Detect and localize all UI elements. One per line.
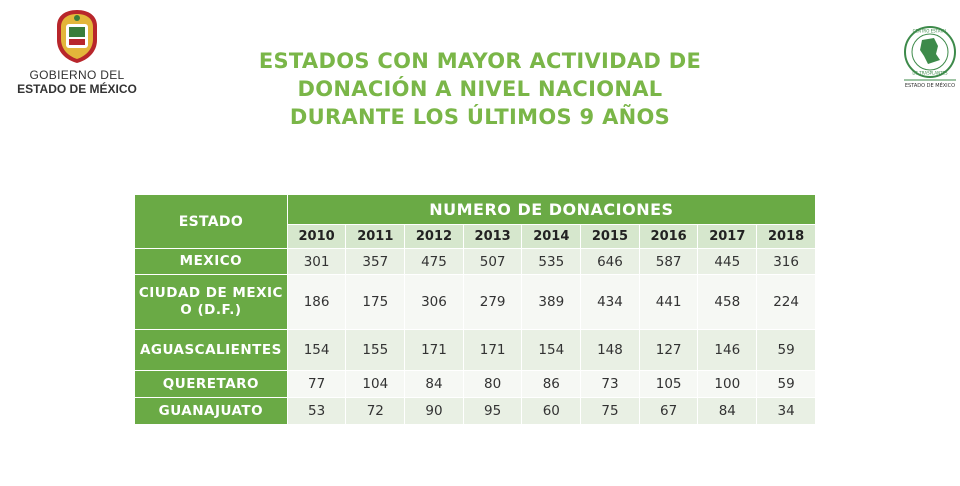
logo-text-bottom: ESTADO DE MÉXICO [905, 81, 955, 89]
donation-count-cell: 389 [522, 275, 581, 329]
donation-count-cell: 73 [581, 371, 639, 397]
logo-text-top: CENTRO ESTATAL [913, 29, 948, 34]
donation-count-cell: 186 [287, 275, 346, 329]
year-header: 2015 [581, 225, 639, 248]
donation-count-cell: 279 [463, 275, 522, 329]
donation-count-cell: 146 [698, 330, 757, 370]
donation-count-cell: 475 [405, 249, 463, 274]
state-name-cell: AGUASCALIENTES [135, 330, 287, 370]
year-header: 2018 [757, 225, 815, 248]
transplant-center-logo: CENTRO ESTATAL DE TRASPLANTES ESTADO DE … [900, 24, 960, 94]
year-header: 2011 [346, 225, 405, 248]
donations-table: ESTADO NUMERO DE DONACIONES 2010 2011 2012… [134, 194, 816, 425]
year-header: 2017 [698, 225, 757, 248]
donation-count-cell: 77 [287, 371, 346, 397]
donation-count-cell: 53 [287, 398, 346, 424]
org-name-line1: GOBIERNO DEL [29, 68, 125, 82]
donation-count-cell: 441 [639, 275, 698, 329]
donation-count-cell: 59 [757, 371, 815, 397]
donation-count-cell: 84 [405, 371, 463, 397]
donation-count-cell: 357 [346, 249, 405, 274]
donation-count-cell: 171 [463, 330, 522, 370]
table-row: CIUDAD DE MEXICO (D.F.) 186 175 306 279 389 43… [135, 275, 815, 329]
table-row: AGUASCALIENTES 154 155 171 171 154 148 127 146 59 [135, 330, 815, 370]
donation-count-cell: 75 [581, 398, 639, 424]
donation-count-cell: 458 [698, 275, 757, 329]
donation-count-cell: 154 [522, 330, 581, 370]
donation-count-cell: 154 [287, 330, 346, 370]
donation-count-cell: 86 [522, 371, 581, 397]
donation-count-cell: 95 [463, 398, 522, 424]
year-header: 2016 [639, 225, 698, 248]
title-line-2: DONACIÓN A NIVEL NACIONAL [297, 77, 663, 101]
donation-count-cell: 434 [581, 275, 639, 329]
title-line-3: DURANTE LOS ÚLTIMOS 9 AÑOS [289, 105, 671, 129]
org-name-line2: ESTADO DE MÉXICO [17, 82, 137, 96]
donation-count-cell: 100 [698, 371, 757, 397]
donation-count-cell: 306 [405, 275, 463, 329]
state-column-header: ESTADO [135, 195, 287, 248]
donation-count-cell: 155 [346, 330, 405, 370]
table-row: MEXICO 301 357 475 507 535 646 587 445 316 [135, 249, 815, 274]
state-name-cell: CIUDAD DE MEXICO (D.F.) [135, 275, 287, 329]
state-name-cell: MEXICO [135, 249, 287, 274]
table-body: MEXICO 301 357 475 507 535 646 587 445 316 CIUDAD … [135, 249, 815, 424]
donation-count-cell: 80 [463, 371, 522, 397]
donation-count-cell: 175 [346, 275, 405, 329]
state-name-cell: GUANAJUATO [135, 398, 287, 424]
donation-count-cell: 507 [463, 249, 522, 274]
table-row: QUERETARO 77 104 84 80 86 73 105 100 59 [135, 371, 815, 397]
donation-count-cell: 587 [639, 249, 698, 274]
logo-text-mid: DE TRASPLANTES [912, 71, 948, 76]
donation-count-cell: 67 [639, 398, 698, 424]
donation-count-cell: 148 [581, 330, 639, 370]
donation-count-cell: 535 [522, 249, 581, 274]
state-name-cell: QUERETARO [135, 371, 287, 397]
donation-count-cell: 84 [698, 398, 757, 424]
donation-count-cell: 90 [405, 398, 463, 424]
year-header: 2010 [287, 225, 346, 248]
donation-count-cell: 171 [405, 330, 463, 370]
donation-count-cell: 34 [757, 398, 815, 424]
page-title: ESTADOS CON MAYOR ACTIVIDAD DE DONACIÓN … [170, 47, 790, 131]
donation-count-cell: 72 [346, 398, 405, 424]
year-header: 2014 [522, 225, 581, 248]
year-header-row: 2010 2011 2012 2013 2014 2015 2016 2017 2018 [135, 225, 815, 248]
donations-group-header: NUMERO DE DONACIONES [287, 195, 815, 224]
year-header: 2013 [463, 225, 522, 248]
donation-count-cell: 316 [757, 249, 815, 274]
donation-count-cell: 60 [522, 398, 581, 424]
government-logo: GOBIERNO DEL ESTADO DE MÉXICO [6, 8, 148, 96]
donation-count-cell: 59 [757, 330, 815, 370]
donation-count-cell: 301 [287, 249, 346, 274]
year-header: 2012 [405, 225, 463, 248]
title-line-1: ESTADOS CON MAYOR ACTIVIDAD DE [258, 49, 702, 73]
donation-count-cell: 105 [639, 371, 698, 397]
donation-count-cell: 104 [346, 371, 405, 397]
donation-count-cell: 445 [698, 249, 757, 274]
state-seal-icon [57, 10, 97, 63]
table-row: GUANAJUATO 53 72 90 95 60 75 67 84 34 [135, 398, 815, 424]
donation-count-cell: 646 [581, 249, 639, 274]
donation-count-cell: 127 [639, 330, 698, 370]
donation-count-cell: 224 [757, 275, 815, 329]
